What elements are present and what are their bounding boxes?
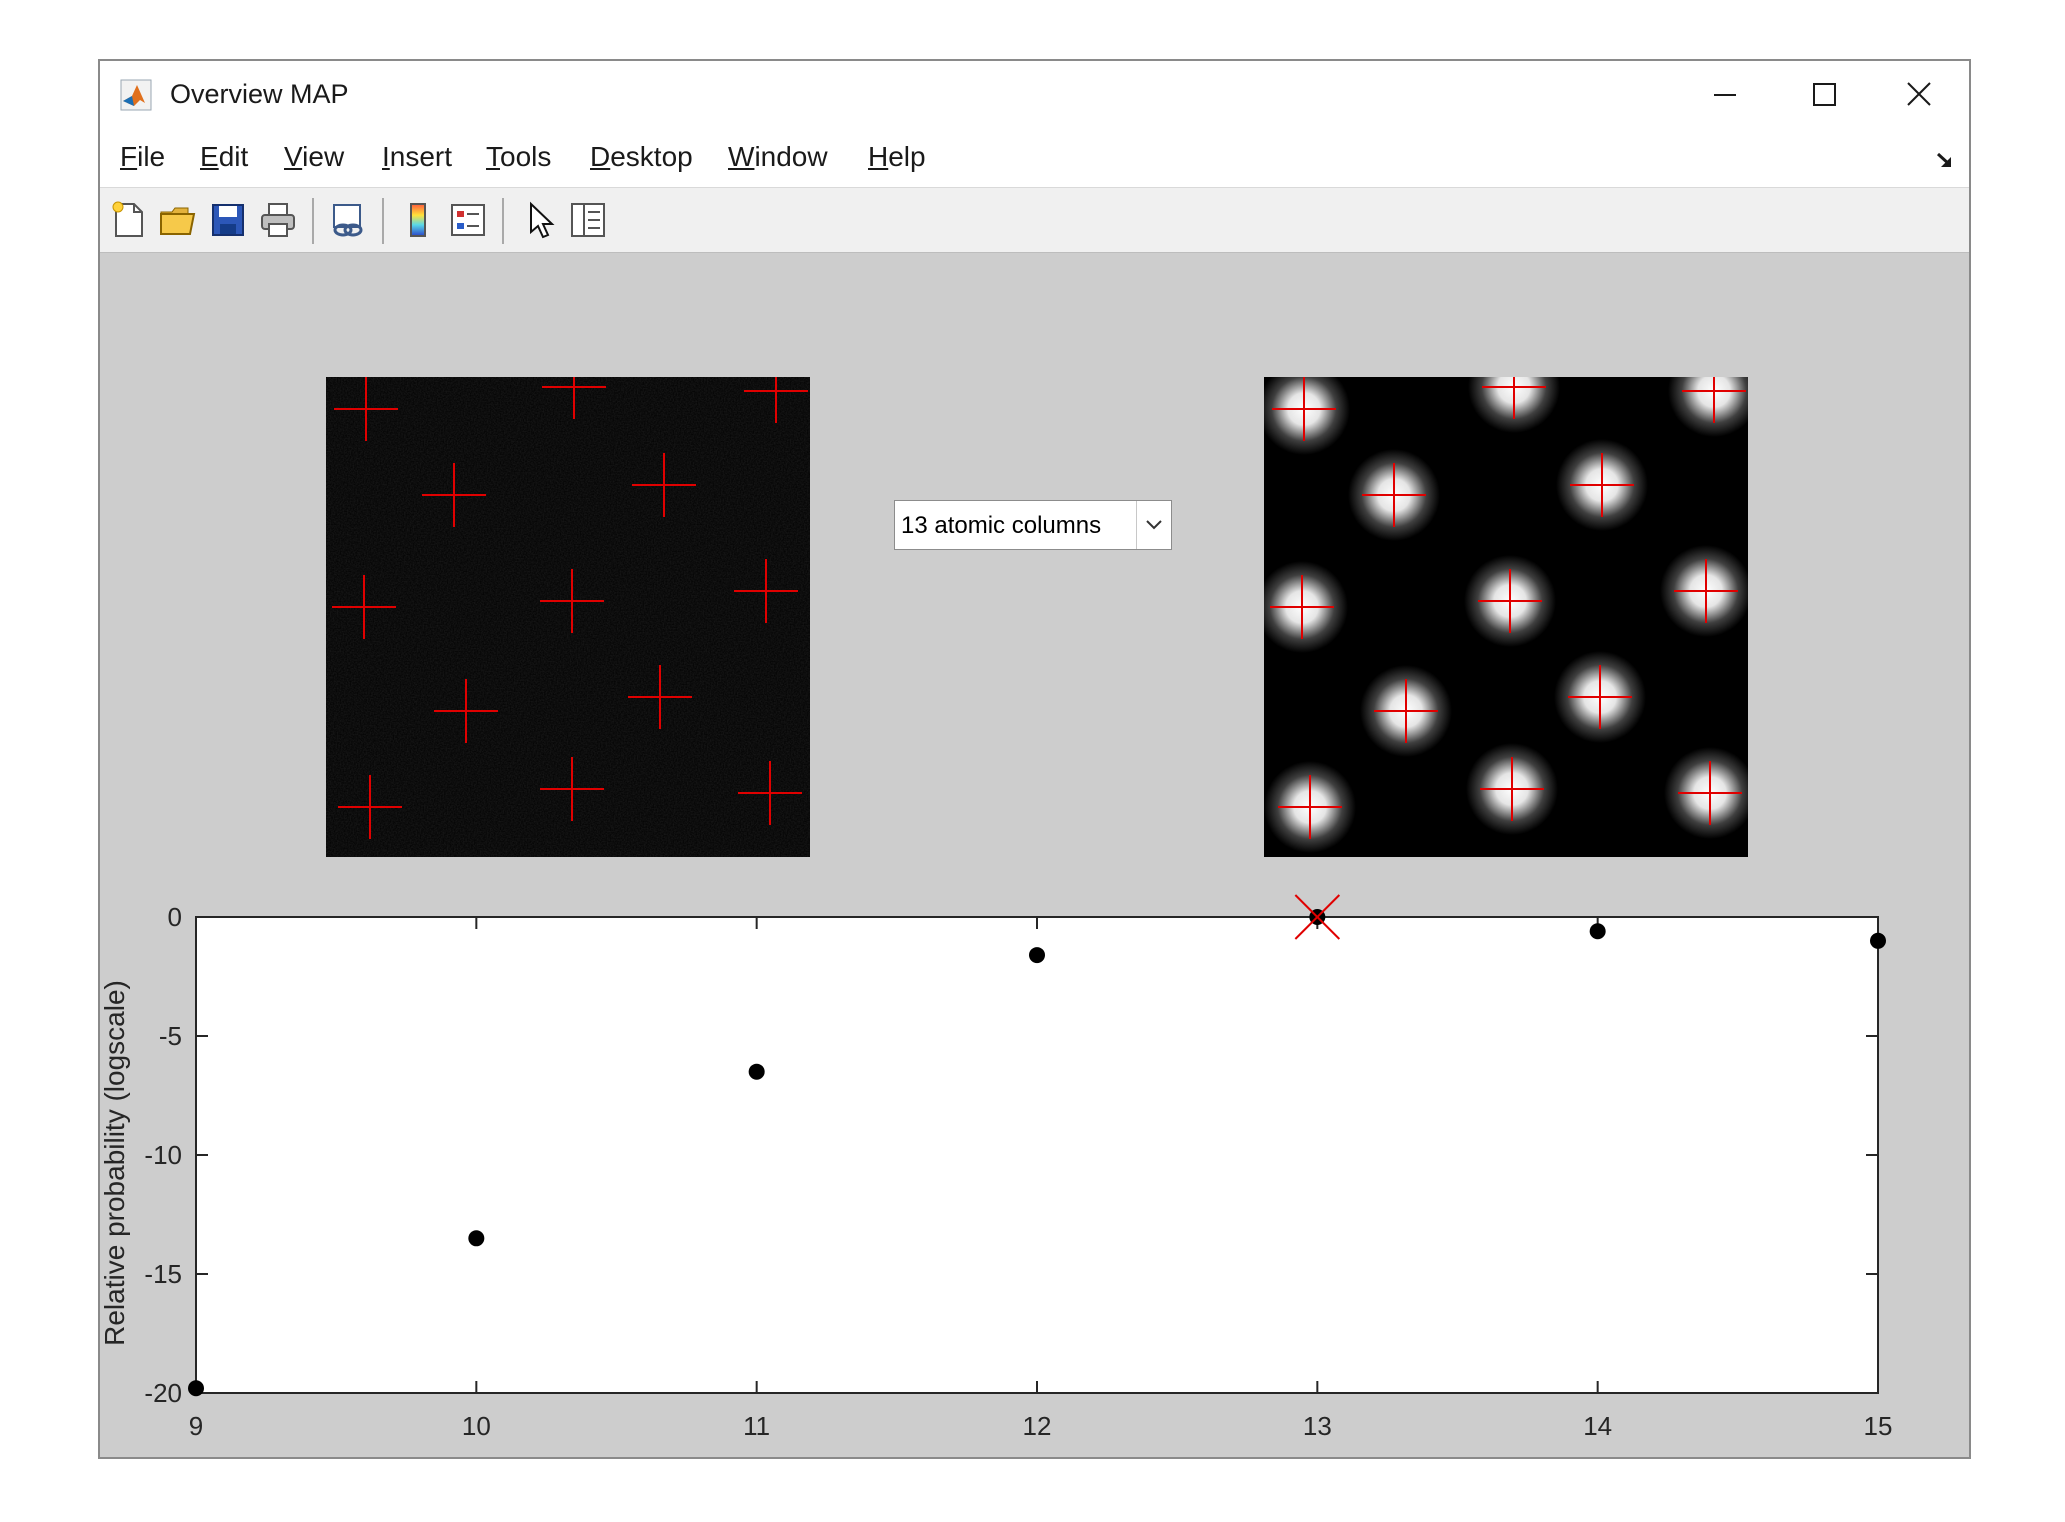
title-bar[interactable]: Overview MAP bbox=[100, 61, 1969, 129]
property-inspector-icon[interactable] bbox=[568, 200, 608, 240]
y-axis-label: Relative probability (logscale) bbox=[100, 980, 130, 1346]
x-tick-label: 12 bbox=[1023, 1411, 1052, 1441]
cross-marker bbox=[632, 453, 696, 517]
data-point bbox=[1589, 923, 1606, 940]
y-tick-label: -15 bbox=[144, 1259, 182, 1289]
toolbar-separator bbox=[502, 198, 504, 244]
y-tick-label: -20 bbox=[144, 1378, 182, 1408]
cross-marker bbox=[1374, 679, 1438, 743]
observed-image bbox=[326, 377, 810, 857]
x-tick-label: 15 bbox=[1864, 1411, 1893, 1441]
menu-file[interactable]: File bbox=[120, 141, 166, 172]
menu-window[interactable]: Window bbox=[728, 141, 828, 172]
legend-icon[interactable] bbox=[448, 200, 488, 240]
cross-marker bbox=[1272, 377, 1336, 441]
y-tick-label: 0 bbox=[168, 902, 182, 932]
y-tick-label: -5 bbox=[159, 1021, 182, 1051]
x-ticks: 9 10 11 12 13 14 15 bbox=[189, 917, 1893, 1441]
cross-marker bbox=[334, 377, 398, 441]
link-plot-icon[interactable] bbox=[328, 200, 368, 240]
colorbar-icon[interactable] bbox=[398, 200, 438, 240]
x-tick-label: 13 bbox=[1303, 1411, 1332, 1441]
cross-marker bbox=[540, 757, 604, 821]
menu-help[interactable]: Help bbox=[868, 141, 926, 172]
menu-view[interactable]: View bbox=[284, 141, 345, 172]
cross-marker bbox=[1674, 559, 1738, 623]
data-point bbox=[1870, 932, 1886, 949]
maximize-icon bbox=[1813, 83, 1836, 106]
x-tick-label: 9 bbox=[189, 1411, 203, 1441]
minimize-icon bbox=[1714, 94, 1736, 96]
dropdown-selected-value: 13 atomic columns bbox=[901, 512, 1102, 539]
maximize-button[interactable] bbox=[1779, 67, 1869, 123]
cross-marker bbox=[738, 761, 802, 825]
cross-marker bbox=[332, 575, 396, 639]
cross-marker bbox=[1270, 575, 1334, 639]
data-point bbox=[188, 1380, 204, 1397]
cross-marker bbox=[1478, 569, 1542, 633]
open-file-icon[interactable] bbox=[158, 200, 198, 240]
close-button[interactable] bbox=[1874, 67, 1964, 123]
atomic-column-blob bbox=[1264, 377, 1350, 455]
toolbar-separator bbox=[312, 198, 314, 244]
atomic-columns-dropdown[interactable]: 13 atomic columns bbox=[894, 500, 1172, 550]
probability-plot[interactable]: 9 10 11 12 13 14 15 0 -5 -10 -15 -20 Relative prob… bbox=[100, 253, 1971, 1459]
cross-marker bbox=[1278, 775, 1342, 839]
close-icon bbox=[1907, 82, 1931, 106]
cross-marker bbox=[1570, 453, 1634, 517]
x-tick-label: 11 bbox=[743, 1411, 770, 1441]
menu-insert[interactable]: Insert bbox=[382, 141, 453, 172]
dropdown-arrow-button[interactable] bbox=[1136, 501, 1171, 549]
menu-tools[interactable]: Tools bbox=[486, 141, 552, 172]
dock-arrow-icon[interactable] bbox=[1935, 151, 1955, 169]
menu-bar: File Edit View Insert Tools Desktop Wind… bbox=[100, 129, 1969, 187]
model-image bbox=[1264, 377, 1748, 857]
window-title: Overview MAP bbox=[170, 79, 349, 109]
cross-marker bbox=[434, 679, 498, 743]
cross-marker bbox=[734, 559, 798, 623]
y-tick-label: -10 bbox=[144, 1140, 182, 1170]
model-image-panel[interactable] bbox=[1264, 377, 1748, 857]
toolbar-separator bbox=[382, 198, 384, 244]
observed-image-panel[interactable] bbox=[326, 377, 810, 857]
pointer-icon[interactable] bbox=[520, 200, 560, 240]
cross-marker bbox=[422, 463, 486, 527]
cross-marker bbox=[1362, 463, 1426, 527]
toolbar bbox=[100, 187, 1969, 253]
cross-marker bbox=[1568, 665, 1632, 729]
figure-window: Overview MAP File Edit View Insert Tools… bbox=[98, 59, 1971, 1459]
new-figure-icon[interactable] bbox=[108, 200, 148, 240]
chevron-down-icon bbox=[1146, 520, 1162, 530]
data-point bbox=[1029, 947, 1045, 964]
menu-desktop[interactable]: Desktop bbox=[590, 141, 693, 172]
data-point bbox=[748, 1063, 765, 1080]
minimize-button[interactable] bbox=[1679, 67, 1769, 123]
cross-marker bbox=[1480, 757, 1544, 821]
right-cross-markers bbox=[1270, 377, 1746, 839]
cross-marker bbox=[1678, 761, 1742, 825]
data-point bbox=[468, 1230, 485, 1247]
left-cross-markers bbox=[332, 377, 808, 839]
cross-marker bbox=[1682, 377, 1746, 423]
menu-edit[interactable]: Edit bbox=[200, 141, 249, 172]
figure-canvas: 13 atomic columns bbox=[100, 253, 1969, 1457]
best-estimate-marker bbox=[1294, 894, 1341, 940]
cross-marker bbox=[540, 569, 604, 633]
atomic-column-blobs bbox=[1264, 377, 1748, 853]
cross-marker bbox=[338, 775, 402, 839]
matlab-logo-icon bbox=[120, 79, 152, 111]
x-tick-label: 10 bbox=[462, 1411, 491, 1441]
y-ticks: 0 -5 -10 -15 -20 bbox=[144, 902, 1878, 1408]
plot-area bbox=[195, 916, 1879, 1394]
cross-marker bbox=[628, 665, 692, 729]
cross-marker bbox=[1482, 377, 1546, 419]
cross-marker bbox=[744, 377, 808, 423]
cross-marker bbox=[542, 377, 606, 419]
x-tick-label: 14 bbox=[1583, 1411, 1612, 1441]
save-icon[interactable] bbox=[208, 200, 248, 240]
print-icon[interactable] bbox=[258, 200, 298, 240]
highlight-x-stroke bbox=[1294, 894, 1341, 940]
